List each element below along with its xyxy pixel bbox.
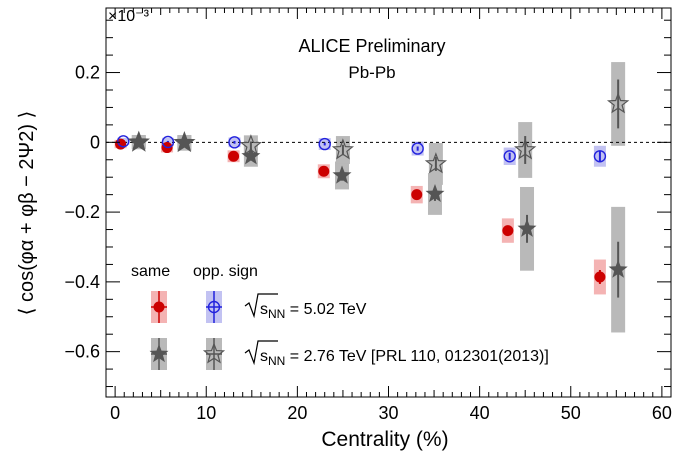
opp_502-point (593, 150, 607, 163)
y-axis-label: ⟨ cos(φα + φβ − 2Ψ2) ⟩ (16, 111, 38, 316)
same_276-point (174, 133, 194, 152)
x-tick-label: 0 (110, 403, 120, 423)
x-tick-label: 20 (287, 403, 307, 423)
x-tick-label: 60 (652, 403, 672, 423)
opp_276-point (424, 152, 448, 174)
same_276-point (129, 132, 149, 151)
opp_502-point (411, 142, 424, 155)
opp_276-point (127, 130, 150, 152)
legend-marker (153, 301, 165, 313)
chart-title: ALICE Preliminary (298, 36, 445, 56)
y-tick-label: −0.2 (64, 202, 100, 222)
same_276-point (332, 165, 352, 184)
x-axis-label: Centrality (%) (321, 428, 448, 451)
systematic-band-layer (114, 62, 626, 333)
x-tick-label: 10 (196, 403, 216, 423)
opp_276-point (331, 138, 355, 160)
same_502-point (502, 225, 514, 237)
same_502-point (228, 150, 240, 162)
axes-layer: 0 10 20 30 40 50 60 −0.6 −0.4 −0.2 0 0.2 (64, 7, 672, 423)
opp_276-point (173, 130, 196, 153)
opp_502-point (117, 135, 130, 148)
x-tick-label: 40 (470, 403, 490, 423)
opp_276-point (514, 138, 537, 160)
legend-label: sNN = 5.02 TeV (260, 301, 367, 321)
chart-subtitle: Pb-Pb (348, 63, 395, 82)
marker-layer (115, 92, 630, 283)
same_502-point (411, 189, 423, 201)
legend-sqrt-symbol (244, 293, 278, 319)
same_276-point (425, 184, 445, 202)
same_502-point (318, 165, 330, 177)
opp_502-point (318, 137, 331, 151)
legend-label: sNN = 2.76 TeV [PRL 110, 012301(2013)] (260, 348, 549, 368)
y-tick-label: 0.2 (75, 63, 100, 83)
y-tick-label: 0 (90, 132, 100, 152)
legend-marker (149, 344, 169, 363)
y-tick-label: −0.6 (64, 342, 100, 362)
same_276-point (608, 259, 628, 278)
opp_276-point (239, 134, 263, 156)
x-tick-label: 50 (561, 403, 581, 423)
opp_502-point (161, 135, 175, 149)
same_502-point (594, 271, 606, 283)
opp_502-point (503, 150, 516, 163)
legend-marker (207, 300, 221, 314)
x-tick-label: 30 (378, 403, 398, 423)
legend-header-opp: opp. sign (193, 263, 258, 280)
legend: same opp. sign sNN = 5.02 TeV sNN = 2.76 Te… (131, 263, 549, 370)
same_502-point (115, 138, 127, 150)
legend-header-same: same (131, 263, 170, 280)
same_276-point (241, 146, 261, 165)
legend-marker (202, 342, 226, 364)
opp_276-point (606, 92, 630, 114)
y-exponent-label: ×10⁻³ (108, 8, 150, 25)
same_276-point (517, 218, 537, 237)
y-tick-label: −0.4 (64, 272, 100, 292)
legend-sqrt-symbol (244, 340, 278, 366)
